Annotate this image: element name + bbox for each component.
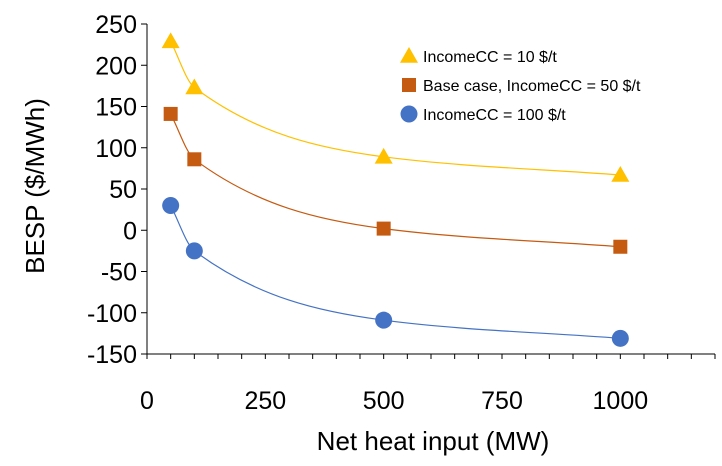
- series-2: [163, 106, 628, 254]
- y-tick-label: 150: [95, 94, 137, 122]
- data-point: [613, 239, 628, 254]
- data-point: [185, 242, 203, 260]
- legend-label: IncomeCC = 100 $/t: [423, 107, 566, 124]
- data-point: [161, 32, 180, 49]
- y-tick-label: 100: [95, 135, 137, 163]
- axes: [141, 23, 716, 359]
- x-tick-label: 1000: [593, 387, 649, 415]
- y-tick-label: -50: [101, 259, 137, 287]
- legend-marker: [402, 78, 416, 92]
- data-point: [374, 147, 393, 164]
- series-3: [162, 197, 629, 347]
- y-axis-title: BESP ($/MWh): [20, 98, 50, 274]
- legend-item: Base case, IncomeCC = 50 $/t: [402, 78, 641, 95]
- legend-item: IncomeCC = 10 $/t: [400, 47, 557, 66]
- series-1: [161, 32, 630, 182]
- x-axis-title: Net heat input (MW): [317, 426, 550, 456]
- y-tick-label: -100: [87, 300, 137, 328]
- x-tick-label: 250: [244, 387, 286, 415]
- data-point: [611, 165, 630, 182]
- legend-label: IncomeCC = 10 $/t: [423, 49, 557, 66]
- y-tick-label: 0: [123, 217, 137, 245]
- x-tick-label: 500: [363, 387, 405, 415]
- data-point: [611, 329, 629, 347]
- y-tick-label: -150: [87, 341, 137, 369]
- y-tick-label: 200: [95, 52, 137, 80]
- series-line: [170, 41, 621, 176]
- x-tick-label: 0: [140, 387, 154, 415]
- data-point: [375, 311, 393, 329]
- legend-marker: [400, 105, 418, 123]
- legend-item: IncomeCC = 100 $/t: [400, 105, 566, 124]
- series-line: [170, 205, 621, 339]
- data-point: [162, 197, 180, 214]
- data-point: [163, 106, 178, 121]
- y-tick-label: 50: [109, 176, 137, 204]
- data-point: [185, 78, 204, 95]
- y-tick-label: 250: [95, 11, 137, 39]
- legend: IncomeCC = 10 $/t Base case, IncomeCC = 5…: [400, 47, 641, 124]
- x-tick-label: 750: [481, 387, 523, 415]
- legend-marker: [400, 47, 418, 63]
- series-line: [170, 113, 621, 248]
- data-point: [187, 152, 202, 167]
- legend-label: Base case, IncomeCC = 50 $/t: [423, 78, 641, 95]
- data-point: [376, 221, 391, 236]
- series-group: [161, 32, 630, 347]
